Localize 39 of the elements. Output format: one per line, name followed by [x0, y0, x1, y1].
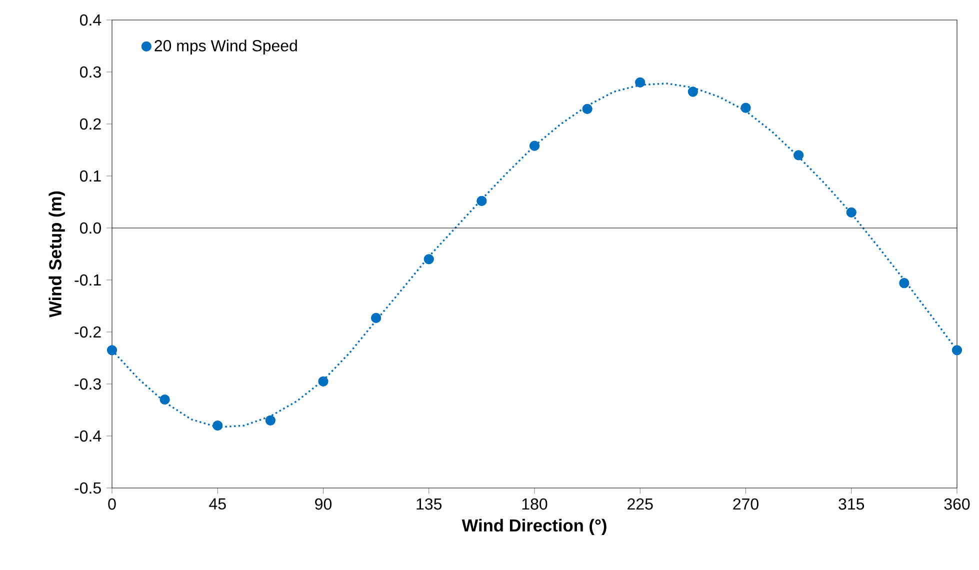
- x-tick-label: 135: [416, 498, 442, 510]
- y-tick-label: -0.5: [74, 482, 101, 494]
- point: [424, 254, 434, 264]
- y-axis-title: Wind Setup (m): [48, 191, 65, 318]
- point: [370, 312, 382, 324]
- point: [582, 104, 592, 114]
- x-tick-label: 315: [838, 498, 864, 510]
- point: [106, 345, 118, 356]
- x-tick-label: 45: [209, 498, 226, 510]
- y-tick-label: -0.1: [74, 274, 101, 286]
- x-tick-label: 225: [628, 498, 653, 510]
- point: [635, 77, 646, 88]
- x-tick-label: 0: [108, 498, 116, 510]
- point: [265, 415, 276, 426]
- x-axis-title: Wind Direction (°): [462, 518, 606, 536]
- point: [529, 140, 540, 151]
- y-tick-label: -0.2: [74, 326, 101, 338]
- x-tick-label: 180: [522, 498, 548, 510]
- point: [318, 376, 328, 386]
- x-tick-label: 360: [944, 498, 970, 510]
- y-tick-label: 0.1: [80, 170, 101, 182]
- y-tick-label: -0.4: [74, 430, 102, 442]
- point: [846, 207, 856, 218]
- x-tick-label: 270: [733, 498, 758, 510]
- x-tick-label: 90: [315, 498, 332, 510]
- y-tick-label: 0.4: [80, 14, 102, 26]
- point: [793, 150, 804, 160]
- point: [952, 345, 962, 356]
- y-tick-label: 0.2: [80, 118, 101, 130]
- point: [160, 394, 170, 405]
- y-tick-label: -0.3: [74, 378, 101, 390]
- point: [740, 102, 751, 113]
- y-tick-label: 0.0: [80, 222, 101, 234]
- point: [212, 420, 223, 431]
- point: [688, 86, 698, 97]
- y-tick-label: 0.3: [80, 66, 101, 78]
- legend-label: 20 mps Wind Speed: [154, 40, 297, 55]
- point: [476, 196, 487, 206]
- point: [899, 278, 910, 288]
